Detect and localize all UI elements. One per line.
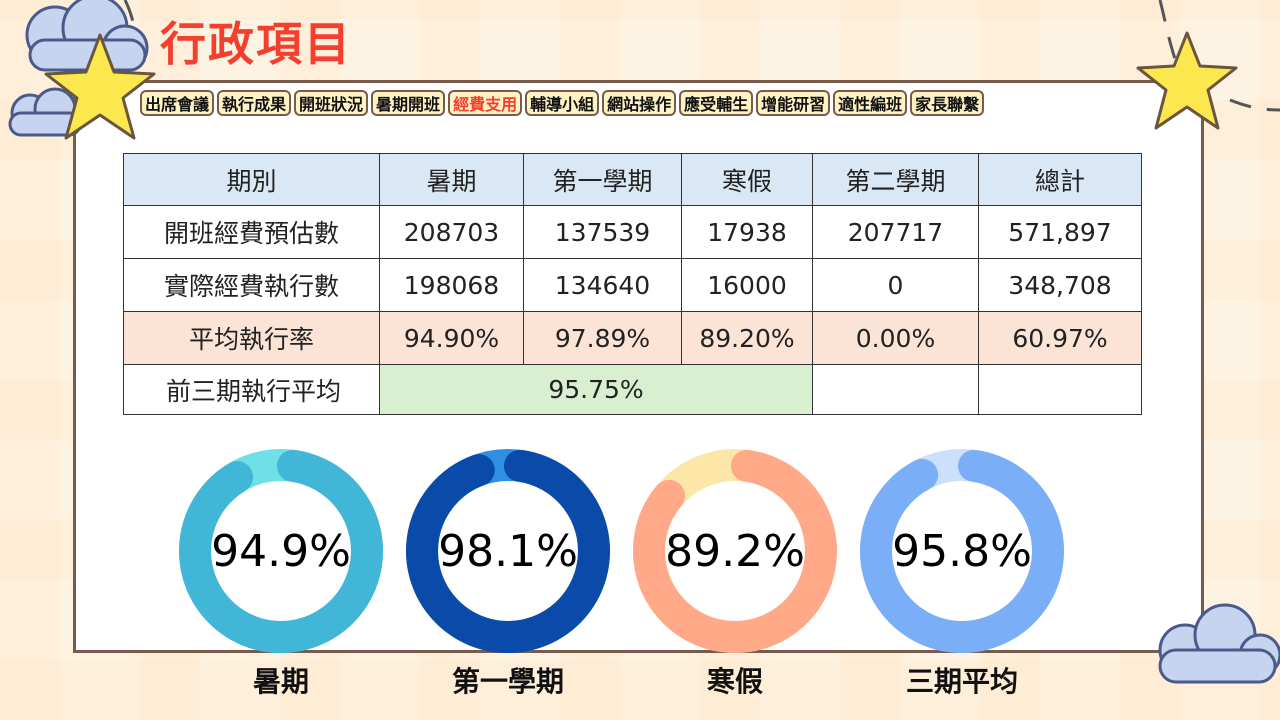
progress-donut: 95.8% <box>856 445 1068 657</box>
table-cell: 207717 <box>812 205 979 259</box>
table-cell: 208703 <box>379 205 524 259</box>
star-icon <box>44 33 156 140</box>
donut-value: 95.8% <box>892 525 1032 577</box>
donut-progress-arc <box>179 449 383 653</box>
column-header: 總計 <box>978 153 1142 206</box>
tab-placement[interactable]: 適性編班 <box>833 90 908 116</box>
table-cell: 16000 <box>681 258 813 312</box>
tab-results[interactable]: 執行成果 <box>217 90 292 116</box>
progress-donut: 98.1% <box>402 445 614 657</box>
star-icon <box>1136 31 1238 130</box>
budget-table: 期別 暑期 第一學期 寒假 第二學期 總計 開班經費預估數 208703 137… <box>123 153 1142 415</box>
progress-donut: 89.2% <box>629 445 841 657</box>
table-cell: 97.89% <box>523 311 682 365</box>
donut-label: 第一學期 <box>451 665 564 698</box>
table-cell <box>978 364 1142 415</box>
donut-value: 94.9% <box>211 525 351 577</box>
table-header-row: 期別 暑期 第一學期 寒假 第二學期 總計 <box>123 153 1142 206</box>
tab-bar: 出席會議 執行成果 開班狀況 暑期開班 經費支用 輔導小組 網站操作 應受輔生 … <box>140 90 985 116</box>
table-cell: 198068 <box>379 258 524 312</box>
table-cell: 0 <box>812 258 979 312</box>
donut-label: 三期平均 <box>905 665 1018 698</box>
column-header: 寒假 <box>681 153 813 206</box>
table-cell: 348,708 <box>978 258 1142 312</box>
donut-label: 寒假 <box>706 665 763 698</box>
donut-ring <box>860 449 1064 653</box>
column-header: 暑期 <box>379 153 524 206</box>
donut-progress-arc <box>406 449 610 653</box>
tab-attendance[interactable]: 出席會議 <box>140 90 215 116</box>
cloud-icon <box>1158 603 1280 684</box>
table-cell: 134640 <box>523 258 682 312</box>
tab-class-status[interactable]: 開班狀況 <box>294 90 369 116</box>
donut-value: 89.2% <box>665 525 805 577</box>
table-cell: 137539 <box>523 205 682 259</box>
tab-website[interactable]: 網站操作 <box>602 90 677 116</box>
tab-summer-classes[interactable]: 暑期開班 <box>371 90 446 116</box>
tab-training[interactable]: 增能研習 <box>756 90 831 116</box>
cloud-icon <box>25 0 149 72</box>
donut-progress-arc <box>633 449 837 653</box>
table-cell <box>812 364 979 415</box>
tab-students[interactable]: 應受輔生 <box>679 90 754 116</box>
table-row: 平均執行率 94.90% 97.89% 89.20% 0.00% 60.97% <box>123 311 1142 365</box>
table-row: 前三期執行平均 95.75% <box>123 364 1142 415</box>
row-label: 前三期執行平均 <box>123 364 380 415</box>
donut-ring <box>179 449 383 653</box>
donut-ring <box>633 449 837 653</box>
table-cell: 17938 <box>681 205 813 259</box>
table-row: 開班經費預估數 208703 137539 17938 207717 571,8… <box>123 205 1142 259</box>
row-label: 平均執行率 <box>123 311 380 365</box>
table-cell: 0.00% <box>812 311 979 365</box>
page-title: 行政項目 <box>160 17 352 71</box>
tab-tutoring-group[interactable]: 輔導小組 <box>525 90 600 116</box>
table-cell: 571,897 <box>978 205 1142 259</box>
table-cell: 94.90% <box>379 311 524 365</box>
donut-label: 暑期 <box>252 665 309 698</box>
table-cell: 89.20% <box>681 311 813 365</box>
donut-ring <box>406 449 610 653</box>
progress-donut: 94.9% <box>175 445 387 657</box>
table-row: 實際經費執行數 198068 134640 16000 0 348,708 <box>123 258 1142 312</box>
column-header: 第二學期 <box>812 153 979 206</box>
donut-progress-arc <box>860 449 1064 653</box>
row-label: 開班經費預估數 <box>123 205 380 259</box>
row-label: 實際經費執行數 <box>123 258 380 312</box>
average-cell: 95.75% <box>379 364 813 415</box>
donut-value: 98.1% <box>438 525 578 577</box>
column-header: 第一學期 <box>523 153 682 206</box>
column-header: 期別 <box>123 153 380 206</box>
table-cell: 60.97% <box>978 311 1142 365</box>
tab-parent-contact[interactable]: 家長聯繫 <box>910 90 985 116</box>
tab-budget[interactable]: 經費支用 <box>448 90 523 116</box>
